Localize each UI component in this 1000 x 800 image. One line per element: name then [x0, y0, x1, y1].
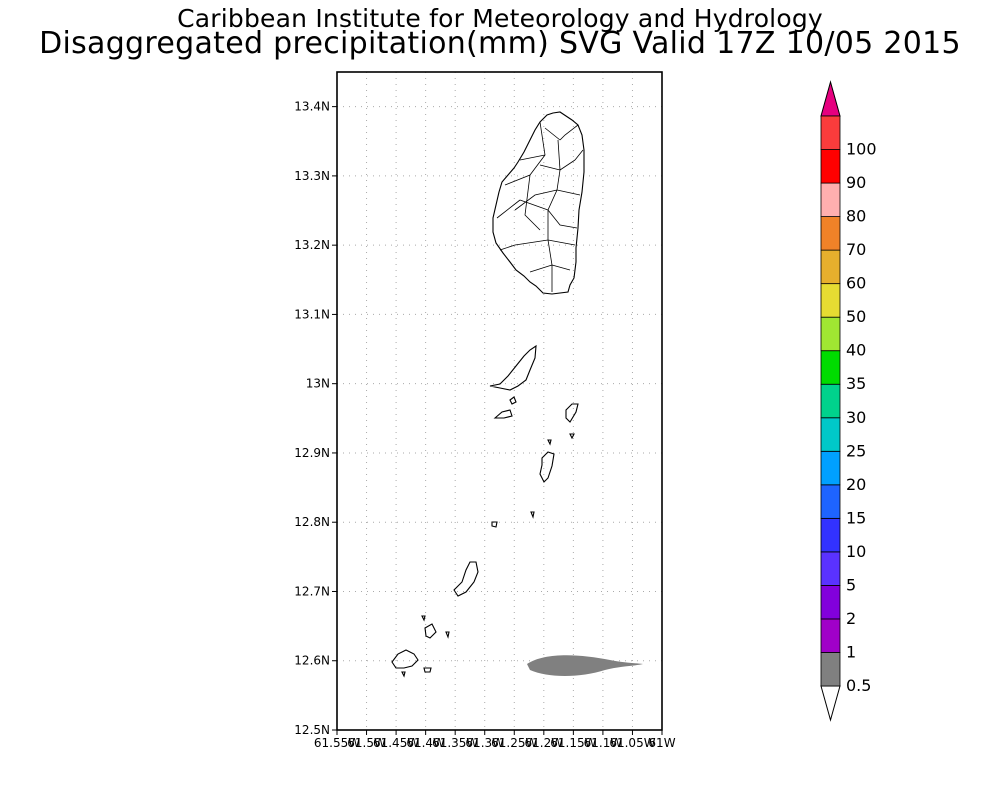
colorbar-label: 40 — [846, 341, 866, 360]
lon-tick-label: 61.5W — [347, 736, 386, 750]
colorbar-segment — [820, 551, 841, 586]
colorbar-segment — [820, 417, 841, 452]
lon-tick-label: 61.15W — [550, 736, 596, 750]
lon-tick-label: 61.4W — [406, 736, 445, 750]
colorbar-segment — [820, 383, 841, 419]
lon-tick-label: 61.25W — [491, 736, 537, 750]
colorbar-label: 10 — [846, 542, 866, 561]
colorbar-segment — [820, 115, 841, 150]
st-vincent-island — [492, 111, 585, 295]
colorbar-label: 0.5 — [846, 676, 871, 695]
colorbar-segment — [820, 618, 841, 653]
lat-tick-label: 12.5N — [294, 723, 330, 737]
colorbar-label: 25 — [846, 441, 866, 460]
colorbar-segment — [820, 517, 841, 553]
grenadine-islands — [391, 344, 579, 678]
lat-tick-label: 13.2N — [294, 238, 330, 252]
lon-tick-label: 61.45W — [373, 736, 419, 750]
lon-tick-label: 61W — [648, 736, 675, 750]
colorbar-label: 35 — [846, 374, 866, 393]
lon-tick-label: 61.35W — [432, 736, 478, 750]
colorbar-segment — [820, 484, 841, 519]
colorbar-label: 70 — [846, 240, 866, 259]
colorbar-segment — [820, 450, 841, 486]
colorbar-segment — [820, 283, 841, 318]
map-title: Caribbean Institute for Meteorology and … — [177, 4, 823, 33]
lat-tick-label: 12.8N — [294, 515, 330, 529]
colorbar-segment — [820, 316, 841, 352]
colorbar-label: 90 — [846, 173, 866, 192]
map-subtitle: Disaggregated precipitation(mm) SVG Vali… — [39, 26, 961, 61]
axis-ticks: 12.5N 12.6N 12.7N 12.8N 12.9N 13N 13.1N 13.2N 13… — [294, 100, 675, 750]
colorbar-segment — [820, 216, 841, 251]
colorbar-segment — [820, 249, 841, 285]
lon-tick-label: 61.05W — [609, 736, 655, 750]
lon-tick-label: 61.2W — [525, 736, 564, 750]
colorbar-segment — [820, 652, 841, 687]
colorbar-label: 15 — [846, 508, 866, 527]
lon-tick-label: 61.1W — [584, 736, 623, 750]
precip-area — [527, 655, 643, 676]
lat-tick-label: 12.9N — [294, 446, 330, 460]
colorbar-segment — [820, 350, 841, 385]
colorbar-label: 60 — [846, 274, 866, 293]
lon-tick-label: 61.55W — [314, 736, 360, 750]
lon-tick-label: 61.3W — [465, 736, 504, 750]
colorbar-segment — [820, 182, 841, 217]
colorbar-label: 20 — [846, 475, 866, 494]
colorbar-label: 5 — [846, 575, 856, 594]
lat-tick-label: 13.1N — [294, 307, 330, 321]
lat-tick-label: 13.4N — [294, 100, 330, 114]
lat-tick-label: 13.3N — [294, 169, 330, 183]
colorbar-segment — [820, 149, 841, 184]
colorbar-label: 80 — [846, 207, 866, 226]
colorbar-max-arrow — [820, 80, 841, 117]
colorbar-min-arrow — [820, 685, 841, 722]
gridlines — [337, 72, 662, 730]
colorbar-segment — [820, 585, 841, 620]
colorbar-label: 1 — [846, 642, 856, 661]
map-frame — [336, 71, 663, 731]
lat-tick-label: 12.6N — [294, 654, 330, 668]
colorbar-label: 50 — [846, 307, 866, 326]
colorbar-label: 30 — [846, 408, 866, 427]
lat-tick-label: 13N — [306, 377, 330, 391]
colorbar-label: 100 — [846, 140, 877, 159]
lat-tick-label: 12.7N — [294, 584, 330, 598]
colorbar-label: 2 — [846, 609, 856, 628]
